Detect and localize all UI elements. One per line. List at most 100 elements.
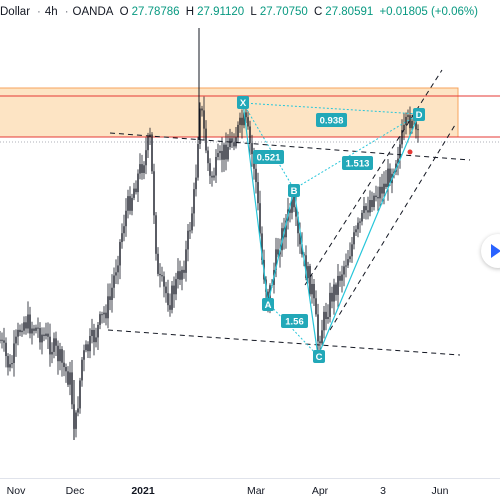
candle	[15, 329, 17, 357]
candle	[385, 169, 387, 190]
candle-body	[159, 273, 161, 276]
candle	[133, 182, 135, 201]
candle	[137, 169, 139, 202]
candle-body	[257, 182, 259, 204]
candle	[341, 265, 343, 293]
candle	[71, 359, 73, 410]
candle-body	[215, 157, 217, 176]
candle	[107, 283, 109, 329]
scroll-right-button[interactable]	[481, 234, 500, 268]
candle-body	[339, 275, 341, 281]
candle	[21, 323, 23, 337]
candle	[105, 304, 107, 326]
candle	[189, 222, 191, 240]
candle	[337, 263, 339, 309]
candle-body	[367, 210, 369, 213]
candle-body	[363, 206, 365, 213]
candle-body	[249, 126, 251, 144]
candle-body	[151, 134, 153, 172]
candle-body	[155, 215, 157, 254]
candle-body	[193, 189, 195, 214]
candle	[223, 142, 225, 172]
candle	[157, 247, 159, 277]
candle	[229, 128, 231, 150]
candle-body	[219, 150, 221, 154]
candle-body	[81, 359, 83, 381]
candle-body	[289, 209, 291, 213]
candle	[251, 134, 253, 167]
candle	[53, 332, 55, 359]
symbol-name[interactable]: Dollar	[0, 6, 31, 18]
candle-body	[247, 117, 249, 127]
candle-body	[1, 339, 3, 341]
interval[interactable]: 4h	[44, 6, 58, 18]
candle	[33, 324, 35, 336]
candle	[213, 167, 215, 181]
candle	[113, 267, 115, 299]
candle-body	[195, 177, 197, 190]
ratio-xb-label: 0.521	[253, 150, 284, 164]
candle-body	[133, 188, 135, 198]
candles-layer	[0, 28, 419, 440]
candle	[367, 196, 369, 220]
candle-body	[387, 168, 389, 188]
candle-body	[69, 372, 71, 385]
candle	[67, 366, 69, 388]
candle	[123, 214, 125, 242]
candle-body	[285, 220, 287, 238]
x-tick-label: Mar	[246, 485, 266, 497]
candle	[321, 319, 323, 346]
candle	[3, 327, 5, 352]
channel-top-line	[109, 132, 471, 161]
pattern-leg-bc	[293, 188, 319, 357]
candle-body	[313, 283, 315, 299]
candle-body	[311, 283, 313, 295]
candle-body	[307, 266, 309, 279]
candle	[235, 127, 237, 149]
ratio-bd-label-bg	[342, 156, 373, 170]
pattern-leg-ab	[267, 188, 295, 304]
candle	[101, 311, 103, 324]
candle	[371, 191, 373, 212]
candle	[343, 260, 345, 287]
candle-body	[49, 336, 51, 355]
candle-body	[39, 328, 41, 343]
candle	[141, 154, 143, 180]
candle-body	[181, 269, 183, 280]
candle	[359, 218, 361, 233]
point-a-label-text: A	[265, 300, 272, 311]
candle-body	[103, 312, 105, 315]
candle-body	[11, 362, 13, 365]
candle-body	[0, 339, 1, 341]
candle	[143, 161, 145, 180]
point-b-label-bg	[288, 184, 300, 197]
candle-body	[115, 272, 117, 276]
low-value: 27.70750	[259, 6, 308, 18]
candle	[317, 303, 319, 352]
candle-body	[385, 183, 387, 188]
candle	[397, 146, 399, 176]
candle	[111, 274, 113, 313]
candle-body	[53, 338, 55, 352]
candle	[83, 344, 85, 372]
candle-body	[123, 226, 125, 234]
point-a-label: A	[262, 298, 274, 311]
open-value: 27.78786	[131, 6, 180, 18]
candle	[75, 410, 77, 438]
candle-body	[3, 340, 5, 343]
candle-body	[323, 311, 325, 331]
candle	[57, 340, 59, 375]
x-tick-label: 2021	[131, 485, 155, 497]
candle-body	[185, 249, 187, 273]
candle	[81, 356, 83, 387]
candle	[201, 105, 203, 117]
candle	[211, 171, 213, 187]
candle-body	[309, 266, 311, 295]
candle	[27, 301, 29, 334]
candle	[245, 108, 247, 124]
candle-body	[217, 153, 219, 158]
candle	[61, 346, 63, 377]
candle-body	[169, 305, 171, 310]
candle	[221, 137, 223, 173]
